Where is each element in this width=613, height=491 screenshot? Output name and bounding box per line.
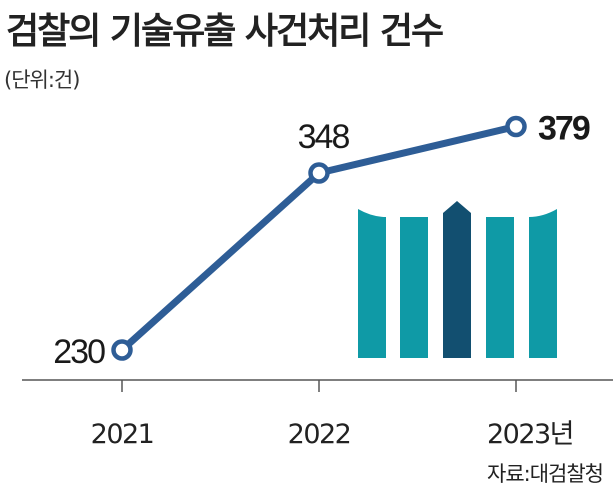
logo-bar-5: [529, 209, 557, 358]
source-note: 자료:대검찰청: [487, 462, 604, 486]
logo-bar-2: [400, 217, 428, 358]
unit-note: (단위:건): [4, 68, 80, 92]
data-label: 230: [53, 333, 105, 371]
supreme-prosecutors-office-logo: [358, 201, 557, 358]
logo-bar-4: [486, 217, 514, 358]
data-point: [308, 162, 330, 184]
logo-bar-1: [358, 209, 386, 358]
chart-title: 검찰의 기술유출 사건처리 건수: [6, 11, 444, 52]
data-point: [505, 115, 527, 138]
data-label: 379: [538, 110, 590, 148]
x-tick-label: 2021: [91, 419, 154, 450]
x-tick-label: 2023년: [487, 419, 573, 450]
logo-bar-3: [443, 201, 471, 358]
data-label: 348: [298, 118, 350, 156]
data-point: [111, 339, 133, 361]
x-tick-label: 2022: [288, 419, 351, 450]
